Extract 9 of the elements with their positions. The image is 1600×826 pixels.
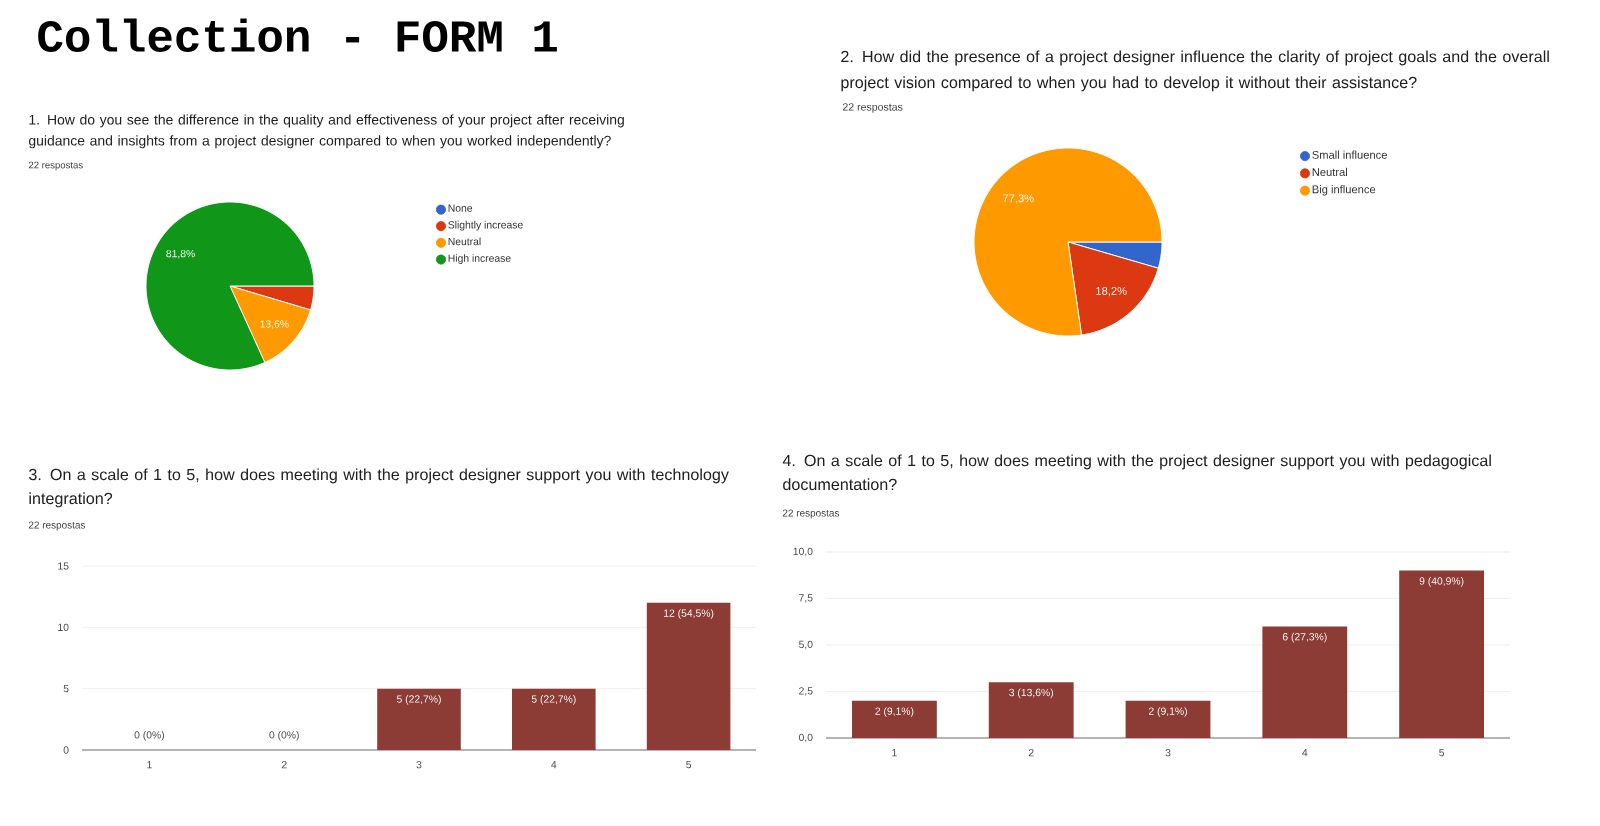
bar	[852, 700, 937, 738]
bar	[1125, 700, 1211, 738]
bar	[1399, 570, 1485, 738]
chart-title: 3. On a scale of 1 to 5, how does meeting with the project designer support you with technology integration?	[29, 468, 729, 508]
bar	[1262, 626, 1348, 738]
chart-title: 4. On a scale of 1 to 5, how does meeting with the project designer support you with pedagogical documentation?	[782, 454, 1491, 491]
chart-title: 2. How did the presence of a project designer influence the clarity of project goals and the overall project vision compared to when you had to develop it without their assistance?	[841, 50, 1549, 92]
bar	[988, 682, 1074, 738]
text: Collection - FORM 1	[38, 18, 557, 53]
